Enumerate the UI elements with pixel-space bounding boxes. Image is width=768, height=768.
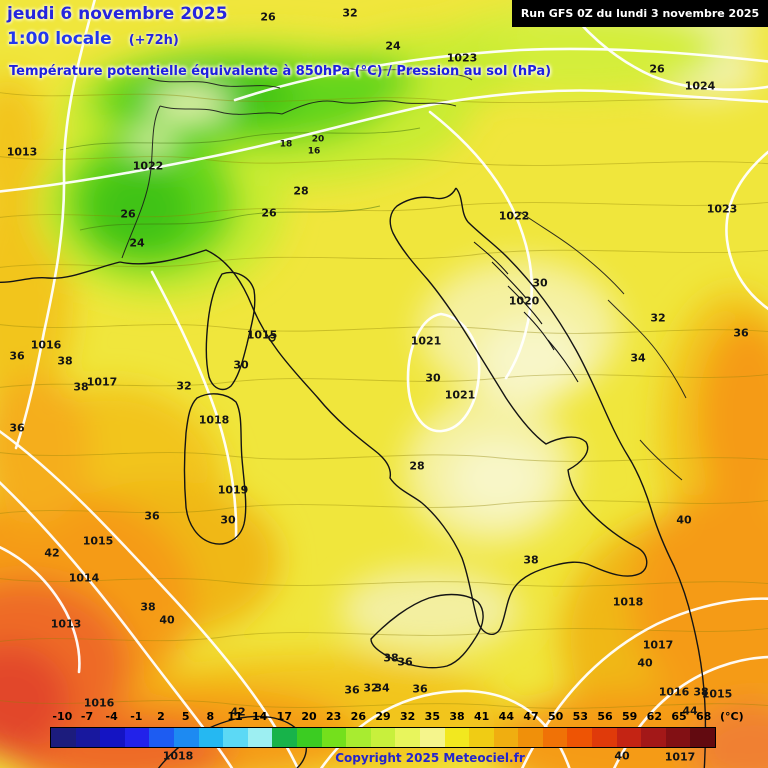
colorbar-cell: [469, 728, 494, 747]
island-corsica: [205, 271, 256, 391]
alpine-contours: [59, 127, 421, 231]
colorbar-cell: [321, 728, 347, 747]
colorbar-tick: 59: [622, 710, 638, 723]
colorbar-tick: 56: [597, 710, 613, 723]
colorbar-tick: 26: [350, 710, 366, 723]
colorbar-cell: [173, 728, 199, 747]
coastlines: [0, 187, 707, 768]
coast-france: [0, 261, 121, 284]
colorbar-tick: 2: [157, 710, 165, 723]
coast-italy: [119, 187, 648, 636]
colorbar-cell: [296, 728, 322, 747]
colorbar-tick-row: -10 -7 -4 -1 2 5 8 11 14 17 20 23 26 29 32 35 38 41 44 47 50…: [0, 710, 768, 725]
colorbar-tick: 23: [326, 710, 342, 723]
colorbar-tick: 14: [252, 710, 268, 723]
colorbar-cell: [100, 728, 125, 747]
colorbar-tick: 8: [206, 710, 215, 723]
colorbar-cell: [690, 728, 716, 747]
colorbar-cell: [444, 728, 470, 747]
copyright-label: Copyright 2025 Meteociel.fr: [335, 751, 525, 765]
colorbar-tick: -4: [105, 710, 118, 723]
colorbar-cell: [493, 728, 519, 747]
colorbar-cell: [198, 728, 224, 747]
colorbar-cell: [592, 728, 617, 747]
colorbar-cell: [272, 728, 297, 747]
colorbar-tick: 35: [424, 710, 440, 723]
coast-balkans: [455, 187, 707, 768]
colorbar-tick: 53: [572, 710, 588, 723]
island-elba: [268, 334, 276, 342]
island-sicily: [370, 593, 484, 669]
colorbar-cell: [75, 728, 101, 747]
run-info-label: Run GFS 0Z du lundi 3 novembre 2025: [520, 7, 760, 20]
colorbar-tick: 47: [523, 710, 539, 723]
colorbar-cell: [665, 728, 691, 747]
colorbar-cell: [641, 728, 666, 747]
temperature-colorbar: [50, 727, 716, 748]
colorbar-cell: [247, 728, 273, 747]
run-info-box: Run GFS 0Z du lundi 3 novembre 2025: [512, 0, 768, 27]
colorbar-tick: 50: [548, 710, 564, 723]
colorbar-cell: [124, 728, 150, 747]
colorbar-cell: [346, 728, 371, 747]
colorbar-tick: -10: [52, 710, 73, 723]
country-borders: [121, 67, 687, 481]
colorbar-tick: 44: [498, 710, 514, 723]
colorbar-tick: 41: [474, 710, 490, 723]
colorbar-cell: [223, 728, 248, 747]
colorbar-cell: [370, 728, 396, 747]
colorbar-tick: -7: [80, 710, 94, 723]
colorbar-tick: 38: [449, 710, 465, 723]
colorbar-cell: [616, 728, 642, 747]
colorbar-tick: 5: [181, 710, 190, 723]
colorbar-cell: [395, 728, 420, 747]
colorbar-tick: 17: [276, 710, 292, 723]
colorbar-cell: [518, 728, 543, 747]
colorbar-cell: [51, 728, 76, 747]
colorbar-tick: 68: [696, 710, 712, 723]
colorbar-tick: 32: [400, 710, 416, 723]
colorbar-tick: 20: [301, 710, 317, 723]
colorbar-unit-label: (°C): [720, 710, 744, 723]
island-sardinia: [183, 393, 247, 545]
colorbar-tick: 29: [375, 710, 391, 723]
colorbar-cell: [149, 728, 174, 747]
colorbar-cell: [542, 728, 568, 747]
colorbar-tick: 11: [227, 710, 243, 723]
croatian-islands: [473, 241, 579, 383]
colorbar-tick: 62: [646, 710, 662, 723]
colorbar-tick: 65: [671, 710, 687, 723]
colorbar-tick: -1: [130, 710, 143, 723]
colorbar-cell: [567, 728, 593, 747]
colorbar-cell: [419, 728, 445, 747]
